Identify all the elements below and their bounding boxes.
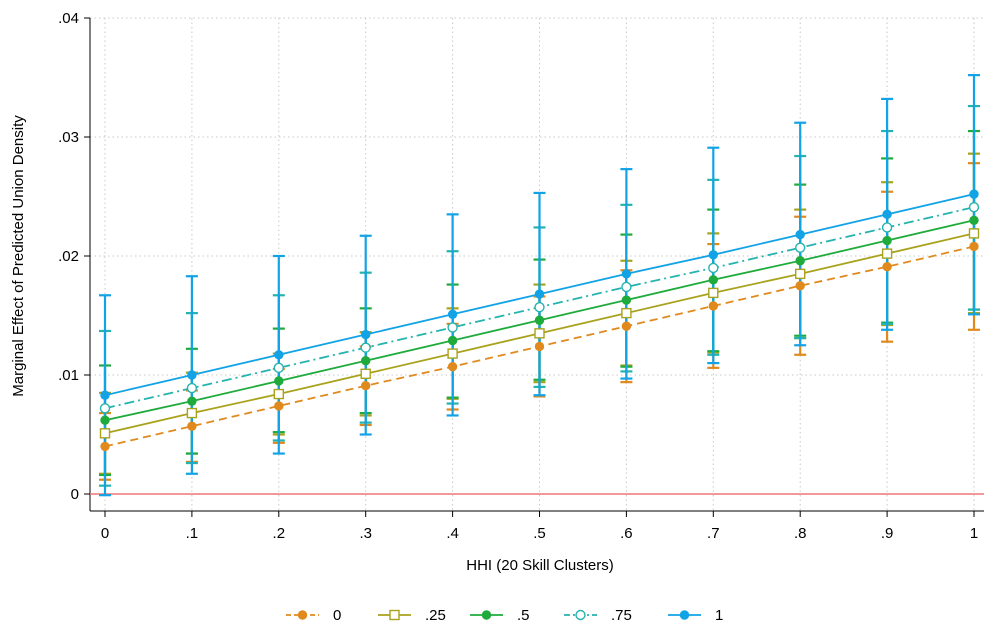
- series-point: [361, 329, 371, 340]
- series-point: [881, 248, 893, 259]
- legend: 0 .25 .5 .75 1: [286, 607, 723, 624]
- series-point: [273, 388, 284, 400]
- x-tick-label: .2: [273, 525, 286, 542]
- legend-label: 1: [715, 607, 723, 624]
- series-point: [187, 421, 197, 431]
- legend-marker: [389, 609, 400, 621]
- series-point: [447, 335, 458, 346]
- legend-marker: [575, 609, 586, 621]
- series-layer: [99, 74, 980, 497]
- series-point: [882, 209, 892, 220]
- x-tick-label: .4: [446, 525, 459, 542]
- series-point: [795, 268, 806, 280]
- series-point: [100, 390, 110, 400]
- series-point: [360, 368, 371, 380]
- legend-item-1: .25: [378, 607, 446, 624]
- series-3: [99, 202, 980, 414]
- y-tick-label: .01: [58, 367, 79, 384]
- series-point: [99, 428, 111, 439]
- series-point: [708, 301, 718, 311]
- series-point: [274, 401, 284, 411]
- legend-item-4: 1: [668, 607, 723, 624]
- series-point: [621, 269, 632, 279]
- y-tick-label: .02: [58, 248, 79, 265]
- legend-item-3: .75: [564, 607, 632, 624]
- series-point: [361, 381, 371, 391]
- series-point: [969, 215, 979, 226]
- series-point: [795, 256, 805, 266]
- legend-label: .75: [611, 607, 632, 624]
- x-axis-title: HHI (20 Skill Clusters): [466, 557, 614, 574]
- x-tick-label: .8: [794, 525, 807, 542]
- y-axis-title: Marginal Effect of Predicted Union Densi…: [10, 115, 27, 397]
- y-tick-label: .04: [58, 10, 79, 27]
- x-tick-label: .3: [359, 525, 372, 542]
- series-point: [621, 321, 632, 331]
- y-tick-label: 0: [71, 486, 79, 503]
- series-point: [882, 235, 892, 246]
- legend-label: 0: [333, 607, 341, 624]
- series-point: [534, 301, 545, 313]
- series-point: [186, 407, 198, 419]
- series-point: [447, 309, 458, 320]
- series-point: [361, 356, 371, 366]
- y-tick-label: .03: [58, 129, 79, 146]
- x-tick-label: .5: [533, 525, 546, 542]
- series-point: [100, 441, 110, 452]
- series-point: [534, 289, 545, 299]
- legend-item-0: 0: [286, 607, 341, 624]
- x-tick-label: 1: [970, 525, 978, 542]
- series-point: [274, 350, 284, 360]
- series-point: [99, 403, 111, 414]
- series-point: [708, 262, 719, 274]
- series-point: [100, 415, 110, 425]
- series-point: [795, 242, 806, 253]
- series-point: [708, 287, 719, 299]
- series-point: [795, 229, 805, 240]
- series-point: [621, 307, 632, 319]
- legend-marker: [297, 610, 308, 620]
- grid-layer: [90, 17, 984, 511]
- legend-label: .5: [517, 607, 530, 624]
- series-point: [882, 262, 892, 272]
- series-point: [968, 228, 980, 239]
- series-point: [534, 341, 545, 352]
- series-point: [881, 222, 893, 233]
- legend-marker: [481, 610, 492, 620]
- series-point: [187, 370, 197, 380]
- series-point: [621, 295, 632, 305]
- series-point: [360, 342, 371, 353]
- series-4: [100, 189, 979, 400]
- series-point: [708, 275, 718, 285]
- series-2: [100, 215, 979, 425]
- series-point: [273, 362, 284, 374]
- x-tick-label: 0: [101, 525, 109, 542]
- x-tick-label: .9: [881, 525, 894, 542]
- series-point: [621, 281, 632, 293]
- series-point: [969, 241, 979, 252]
- legend-label: .25: [425, 607, 446, 624]
- series-point: [534, 315, 545, 325]
- series-point: [274, 376, 284, 386]
- series-point: [968, 202, 980, 213]
- series-point: [186, 382, 198, 394]
- series-point: [708, 250, 718, 260]
- series-point: [969, 189, 979, 199]
- x-tick-label: .7: [707, 525, 720, 542]
- series-point: [795, 281, 805, 291]
- series-point: [534, 328, 545, 339]
- axis-layer: 0 .01 .02 .03 .04 0 .1 .2 .3 .4 .5 .6 .7 .8 .9 1: [58, 10, 984, 542]
- series-point: [447, 348, 458, 359]
- series-0: [100, 241, 979, 452]
- series-point: [447, 361, 458, 372]
- series-point: [447, 322, 458, 333]
- series-1: [99, 228, 980, 439]
- x-tick-label: .1: [186, 525, 199, 542]
- series-point: [187, 396, 197, 406]
- legend-marker: [679, 610, 690, 620]
- legend-item-2: .5: [470, 607, 530, 624]
- x-tick-label: .6: [620, 525, 633, 542]
